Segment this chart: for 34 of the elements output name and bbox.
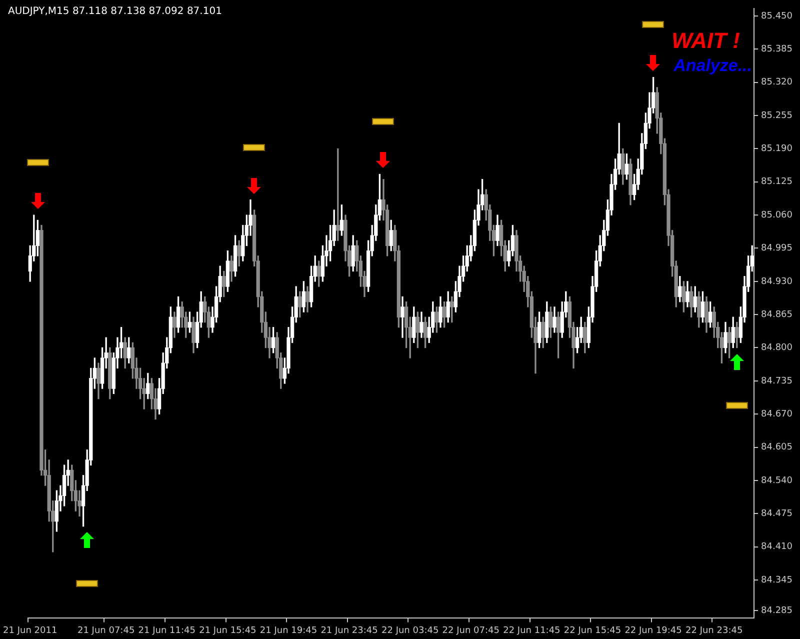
x-tick-label: 21 Jun 07:45: [77, 626, 135, 636]
x-tick-label: 22 Jun 07:45: [442, 626, 500, 636]
y-tick-label: 85.320: [761, 78, 793, 88]
y-tick-label: 85.450: [761, 11, 793, 22]
y-tick-label: 84.540: [761, 476, 793, 486]
y-tick-label: 84.285: [761, 606, 792, 616]
y-tick-label: 84.670: [761, 409, 793, 420]
x-tick-label: 21 Jun 11:45: [138, 626, 196, 636]
x-tick-label: 22 Jun 15:45: [564, 626, 622, 636]
x-tick-label: 21 Jun 2011: [3, 626, 58, 636]
y-tick-label: 84.800: [761, 343, 793, 354]
x-tick-label: 22 Jun 19:45: [624, 626, 682, 636]
x-tick-label: 21 Jun 19:45: [260, 626, 318, 636]
chart-title: AUDJPY,M15 87.118 87.138 87.092 87.101: [8, 6, 222, 17]
y-tick-label: 85.125: [761, 177, 792, 188]
y-tick-label: 85.385: [761, 44, 792, 55]
y-tick-label: 84.475: [761, 508, 792, 519]
annotation: WAIT !: [672, 28, 740, 54]
x-tick-label: 21 Jun 15:45: [199, 626, 256, 636]
y-tick-label: 84.865: [761, 310, 792, 320]
x-tick-label: 22 Jun 03:45: [382, 626, 439, 636]
y-tick-label: 85.190: [761, 144, 793, 154]
y-tick-label: 84.930: [761, 276, 793, 287]
y-tick-label: 84.410: [761, 542, 793, 552]
x-tick-label: 22 Jun 11:45: [503, 626, 560, 636]
x-tick-label: 22 Jun 23:45: [686, 626, 743, 636]
y-tick-label: 84.345: [761, 575, 792, 586]
x-tick-label: 21 Jun 23:45: [320, 626, 378, 636]
y-tick-label: 84.995: [761, 244, 792, 254]
y-tick-label: 85.255: [761, 110, 792, 121]
annotation: Analyze...: [674, 56, 752, 76]
y-tick-label: 84.605: [761, 442, 792, 453]
y-tick-label: 84.735: [761, 376, 792, 386]
y-tick-label: 85.060: [761, 210, 793, 220]
